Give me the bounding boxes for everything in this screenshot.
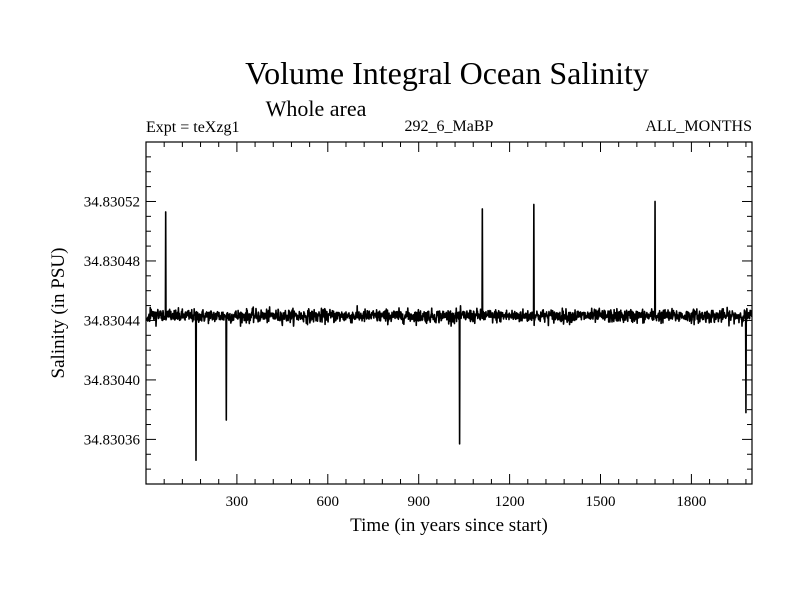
chart-title: Volume Integral Ocean Salinity <box>245 55 649 91</box>
x-tick-label: 1800 <box>676 494 706 510</box>
y-tick-label: 34.83052 <box>84 194 140 210</box>
x-tick-label: 600 <box>317 494 340 510</box>
plot-frame <box>145 141 753 485</box>
x-tick-label: 1200 <box>495 494 525 510</box>
x-tick-label: 900 <box>407 494 430 510</box>
x-axis-label: Time (in years since start) <box>350 515 548 536</box>
months-label: ALL_MONTHS <box>645 118 752 135</box>
y-tick-label: 34.83044 <box>84 313 141 329</box>
x-tick-label: 1500 <box>586 494 616 510</box>
x-tick-label: 300 <box>226 494 249 510</box>
plot-area <box>145 200 753 462</box>
salinity-series-line <box>145 200 753 462</box>
y-axis-label: Salinity (in PSU) <box>48 248 69 379</box>
x-axis: 300 600 900 1200 1500 1800 <box>163 142 747 510</box>
y-tick-label: 34.83036 <box>84 432 141 448</box>
experiment-label: Expt = teXzg1 <box>146 119 239 136</box>
y-tick-label: 34.83048 <box>84 254 140 270</box>
period-label: 292_6_MaBP <box>405 118 494 135</box>
y-tick-label: 34.83040 <box>84 373 140 389</box>
y-axis: 34.83036 34.83040 34.83044 34.83048 34.83052 <box>84 141 752 485</box>
chart-subtitle: Whole area <box>266 96 367 121</box>
